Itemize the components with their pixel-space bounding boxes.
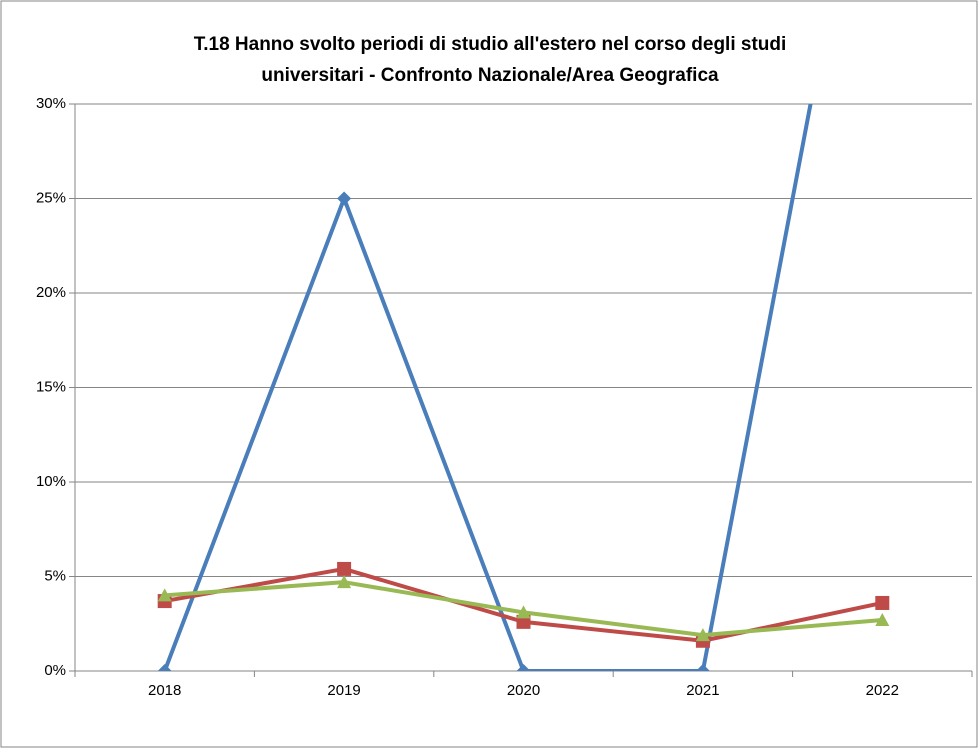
marker xyxy=(516,664,531,671)
plot-area xyxy=(157,104,890,671)
x-tick-label: 2019 xyxy=(327,682,360,699)
y-tick-label: 30% xyxy=(36,95,66,112)
marker xyxy=(695,664,710,671)
y-tick-label: 5% xyxy=(44,567,66,584)
x-tick-label: 2022 xyxy=(866,682,899,699)
x-tick-label: 2020 xyxy=(507,682,540,699)
marker xyxy=(337,575,352,589)
y-tick-label: 0% xyxy=(44,662,66,679)
marker xyxy=(157,588,172,602)
x-tick-label: 2018 xyxy=(148,682,181,699)
x-tick-label: 2021 xyxy=(686,682,719,699)
y-tick-label: 15% xyxy=(36,378,66,395)
y-tick-label: 20% xyxy=(36,284,66,301)
marker xyxy=(875,612,890,626)
chart-title: universitari - Confronto Nazionale/Area … xyxy=(261,65,719,86)
chart-title: T.18 Hanno svolto periodi di studio all'… xyxy=(194,34,787,55)
marker xyxy=(157,664,172,671)
y-tick-label: 10% xyxy=(36,473,66,490)
series-line xyxy=(162,104,813,671)
marker xyxy=(516,605,531,619)
marker xyxy=(337,191,352,206)
marker xyxy=(337,561,352,576)
marker xyxy=(695,628,710,642)
marker xyxy=(875,595,890,610)
y-tick-label: 25% xyxy=(36,189,66,206)
